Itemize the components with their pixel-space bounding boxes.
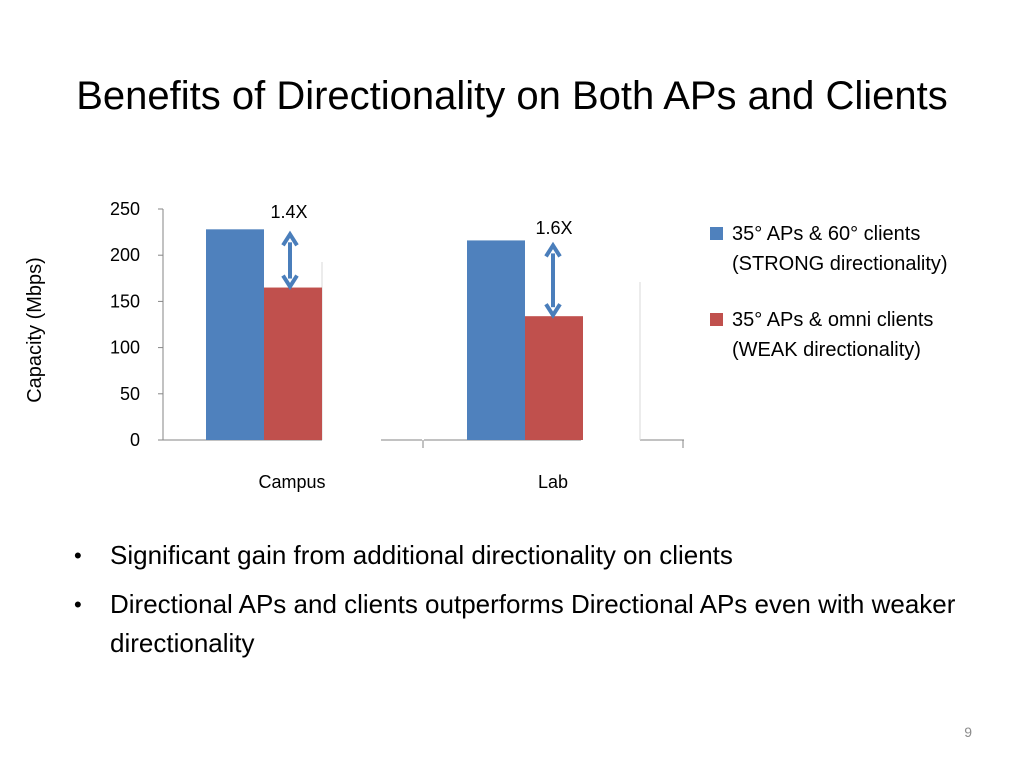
bullet-dot: • [74,543,82,568]
y-axis-title: Capacity (Mbps) [24,257,46,403]
bullet-dot: • [74,592,82,617]
y-tick-label: 150 [110,291,140,311]
bullet-list: • Significant gain from additional direct… [72,536,972,673]
y-tick-label: 250 [110,199,140,219]
legend-label: (STRONG directionality) [732,253,948,275]
legend-label: 35° APs & 60° clients [732,223,920,245]
bar-strong-campus [206,229,264,440]
bullet-item: • Directional APs and clients outperforms… [72,585,972,663]
ratio-arrow [281,230,299,291]
legend-swatch [710,313,723,326]
bullet-text: Directional APs and clients outperforms … [110,589,956,658]
x-category-label: Campus [258,472,325,492]
legend-label: (WEAK directionality) [732,339,921,361]
legend-label: 35° APs & omni clients [732,309,933,331]
y-tick-label: 200 [110,245,140,265]
slide-number: 9 [964,724,972,740]
y-tick-label: 0 [130,430,140,450]
legend-swatch [710,227,723,240]
bullet-item: • Significant gain from additional direct… [72,536,972,575]
bar-weak-campus [264,287,322,440]
x-category-label: Lab [538,472,568,492]
bar-weak-lab [525,316,583,440]
ratio-label: 1.6X [535,218,572,238]
y-tick-label: 50 [120,384,140,404]
bullet-text: Significant gain from additional directi… [110,540,733,570]
y-tick-label: 100 [110,338,140,358]
slide-title: Benefits of Directionality on Both APs a… [76,74,948,118]
bar-strong-lab [467,240,525,440]
ratio-arrow [544,241,562,319]
ratio-label: 1.4X [270,202,307,222]
